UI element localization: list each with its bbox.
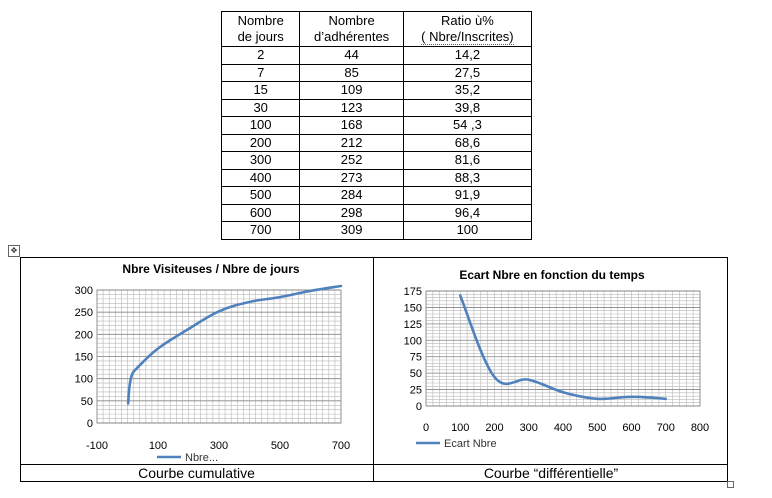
days-cell: 400 [220,168,301,187]
y-tick-label: 250 [75,307,93,319]
ratio-cell: 88,3 [402,168,533,187]
header-members: Nombre d’adhérentes [299,11,404,47]
caption-divider [20,464,728,465]
x-tick-label: 800 [691,422,709,434]
x-tick-label: -100 [86,440,108,452]
table-header-row: Nombre de jours Nombre d’adhérentes Rati… [220,11,533,47]
members-cell: 309 [299,221,404,240]
y-tick-label: 100 [404,335,422,347]
x-tick-label: 200 [485,422,503,434]
y-tick-label: 50 [410,368,422,380]
ratio-cell: 81,6 [402,151,533,170]
table-row: 15 109 35,2 [220,81,533,100]
y-tick-label: 150 [75,352,93,364]
table-row: 30 123 39,8 [220,98,533,117]
members-cell: 44 [299,46,404,65]
members-cell: 252 [299,151,404,170]
x-tick-label: 100 [451,422,469,434]
y-tick-label: 100 [75,374,93,386]
column-divider [373,257,374,482]
table-row: 400 273 88,3 [220,168,533,187]
ratio-cell: 39,8 [402,98,533,117]
header-ratio: Ratio ù% ( Nbre/Inscrites) [402,11,533,47]
table-row: 300 252 81,6 [220,151,533,170]
legend-label: Nbre... [185,452,218,464]
ratio-cell: 27,5 [402,63,533,82]
days-cell: 15 [220,81,301,100]
days-cell: 2 [220,46,301,65]
y-tick-label: 75 [410,352,422,364]
members-cell: 273 [299,168,404,187]
data-table: Nombre de jours Nombre d’adhérentes Rati… [220,11,533,240]
table-row: 2 44 14,2 [220,46,533,65]
days-cell: 7 [220,63,301,82]
y-tick-label: 50 [81,396,93,408]
x-tick-label: 100 [149,440,167,452]
table-row: 200 212 68,6 [220,133,533,152]
cumulative-chart[interactable]: Nbre Visiteuses / Nbre de jours 0 50 100 150… [26,262,366,464]
x-tick-label: 300 [210,440,228,452]
x-tick-label: 500 [588,422,606,434]
members-cell: 168 [299,116,404,135]
header-days: Nombre de jours [220,11,301,47]
chart-title: Ecart Nbre en fonction du temps [459,268,645,282]
table-row: 100 168 54 ,3 [220,116,533,135]
x-tick-label: 0 [423,422,429,434]
resize-handle[interactable] [727,481,734,488]
days-cell: 100 [220,116,301,135]
x-tick-label: 700 [332,440,350,452]
y-tick-label: 150 [404,302,422,314]
table-row: 7 85 27,5 [220,63,533,82]
plot-area [425,290,701,407]
y-tick-label: 200 [75,329,93,341]
table-row: 500 284 91,9 [220,186,533,205]
y-tick-label: 125 [404,319,422,331]
days-cell: 700 [220,221,301,240]
ratio-cell: 96,4 [402,203,533,222]
x-tick-label: 300 [520,422,538,434]
x-tick-label: 600 [622,422,640,434]
ratio-cell: 14,2 [402,46,533,65]
y-tick-label: 300 [75,285,93,297]
y-tick-label: 175 [404,286,422,298]
x-tick-label: 500 [271,440,289,452]
days-cell: 300 [220,151,301,170]
days-cell: 600 [220,203,301,222]
ratio-cell: 91,9 [402,186,533,205]
table-row: 700 309 100 [220,221,533,240]
caption-differential: Courbe “différentielle” [483,465,619,481]
chart-title: Nbre Visiteuses / Nbre de jours [122,262,300,276]
move-anchor-icon[interactable]: ✥ [8,245,20,257]
y-tick-label: 0 [87,418,93,430]
table-row: 600 298 96,4 [220,203,533,222]
y-tick-label: 25 [410,385,422,397]
members-cell: 123 [299,98,404,117]
x-tick-label: 700 [657,422,675,434]
ratio-cell: 100 [402,221,533,240]
days-cell: 200 [220,133,301,152]
days-cell: 30 [220,98,301,117]
members-cell: 85 [299,63,404,82]
ratio-cell: 68,6 [402,133,533,152]
x-tick-label: 400 [554,422,572,434]
ratio-cell: 35,2 [402,81,533,100]
differential-chart[interactable]: Ecart Nbre en fonction du temps 0 25 50 75 10… [380,262,720,462]
caption-cumulative: Courbe cumulative [138,465,255,481]
members-cell: 212 [299,133,404,152]
plot-area [96,289,342,424]
days-cell: 500 [220,186,301,205]
members-cell: 109 [299,81,404,100]
ratio-cell: 54 ,3 [402,116,533,135]
members-cell: 284 [299,186,404,205]
series-line [126,284,343,405]
legend-label: Ecart Nbre [444,438,497,450]
y-tick-label: 0 [416,401,422,413]
members-cell: 298 [299,203,404,222]
charts-table-frame [20,257,728,482]
